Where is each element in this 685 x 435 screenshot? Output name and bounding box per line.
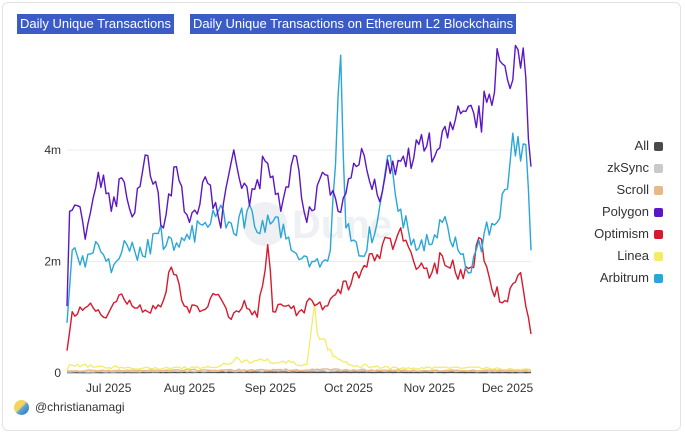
x-tick-label: Sep 2025 [245,381,297,395]
series-line-arbitrum [66,54,532,323]
legend-swatch [654,163,663,173]
legend-item-optimism[interactable]: Optimism [553,224,663,244]
legend-label: Scroll [616,182,649,197]
series-line-all [66,371,531,374]
x-tick-label: Aug 2025 [164,381,216,395]
y-tick-label: 4m [44,143,61,157]
legend-label: Linea [617,248,649,263]
legend-swatch [654,207,663,217]
avatar[interactable] [14,399,29,415]
legend-label: Optimism [594,226,649,241]
legend-swatch [654,251,663,261]
legend-item-polygon[interactable]: Polygon [553,202,663,222]
legend-item-zksync[interactable]: zkSync [553,158,663,178]
chart-main-title[interactable]: Daily Unique Transactions on Ethereum L2… [190,14,517,34]
legend-label: All [634,138,649,153]
x-tick-label: Jul 2025 [86,381,132,395]
footer: @christianamagi [14,397,125,417]
series-line-optimism [66,227,532,351]
x-tick-label: Dec 2025 [482,381,534,395]
y-tick-label: 0 [54,366,61,380]
legend-item-arbitrum[interactable]: Arbitrum [553,268,663,288]
series-line-scroll [66,368,532,373]
legend-item-linea[interactable]: Linea [553,246,663,266]
series-line-polygon [66,44,532,307]
legend-swatch [654,185,663,195]
legend-swatch [654,273,663,283]
chart-tab-title[interactable]: Daily Unique Transactions [17,14,175,34]
x-tick-label: Nov 2025 [404,381,456,395]
x-tick-label: Oct 2025 [324,381,373,395]
legend-item-all[interactable]: All [553,136,663,156]
dune-watermark: Dune [243,202,392,247]
author-handle[interactable]: @christianamagi [35,400,125,414]
legend-swatch [654,229,663,239]
legend-label: zkSync [607,160,649,175]
legend-label: Polygon [602,204,649,219]
dune-logo-icon [243,202,287,246]
y-tick-label: 2m [44,254,61,268]
legend-item-scroll[interactable]: Scroll [553,180,663,200]
legend-label: Arbitrum [599,270,649,285]
legend: All zkSync Scroll Polygon Optimism Linea Arbit… [553,136,663,290]
series-line-linea [66,302,532,371]
legend-swatch [654,141,663,151]
